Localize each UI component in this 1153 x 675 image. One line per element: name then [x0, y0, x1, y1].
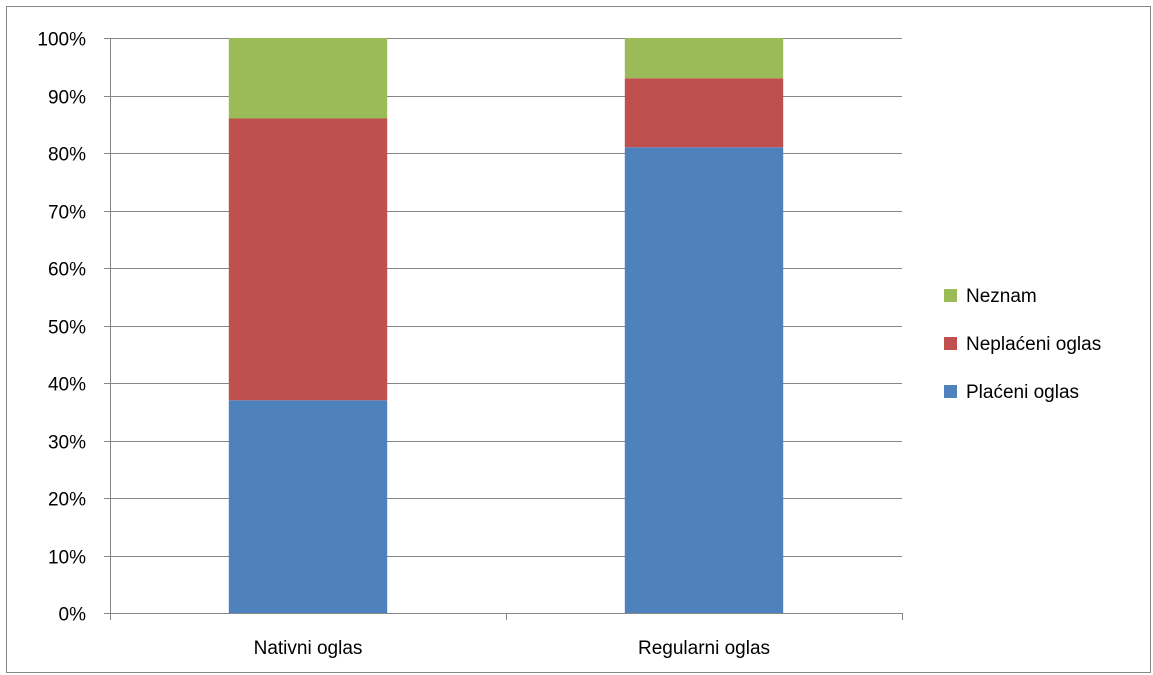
- y-tick-label: 80%: [48, 145, 86, 166]
- legend-label-placeni-oglas: Plaćeni oglas: [966, 382, 1079, 403]
- x-tick-label: Regularni oglas: [638, 638, 770, 659]
- bar-regularni-oglas-neznam: [624, 38, 784, 79]
- y-tick-label: 0%: [59, 605, 87, 626]
- legend-label-neznam: Neznam: [966, 286, 1037, 307]
- x-axis-tick-labels: Nativni oglas Regularni oglas: [254, 638, 770, 659]
- y-tick-label: 60%: [48, 260, 86, 281]
- y-tick-label: 50%: [48, 318, 86, 339]
- legend-swatch-neznam: [944, 289, 957, 302]
- y-tick-label: 40%: [48, 375, 86, 396]
- bars: [228, 38, 784, 613]
- bar-nativni-oglas-neznam: [228, 38, 388, 119]
- legend-swatch-placeni-oglas: [944, 385, 957, 398]
- y-tick-label: 90%: [48, 88, 86, 109]
- y-axis-tick-labels: 0% 10% 20% 30% 40% 50% 60% 70% 80% 90% 100%: [37, 30, 86, 626]
- y-tick-label: 30%: [48, 433, 86, 454]
- y-tick-label: 10%: [48, 548, 86, 569]
- y-tick-label: 20%: [48, 490, 86, 511]
- bar-regularni-oglas-placeni-oglas: [624, 147, 784, 613]
- legend-label-neplaceni-oglas: Neplaćeni oglas: [966, 334, 1101, 355]
- x-tick-label: Nativni oglas: [254, 638, 363, 659]
- bar-nativni-oglas-placeni-oglas: [228, 400, 388, 613]
- chart-frame: [6, 6, 1151, 673]
- bar-nativni-oglas-neplaceni-oglas: [228, 118, 388, 401]
- bar-regularni-oglas-neplaceni-oglas: [624, 78, 784, 148]
- legend-swatch-neplaceni-oglas: [944, 337, 957, 350]
- axes: [104, 38, 903, 620]
- y-tick-label: 70%: [48, 203, 86, 224]
- legend: Neznam Neplaćeni oglas Plaćeni oglas: [944, 286, 1101, 403]
- y-tick-label: 100%: [37, 30, 86, 51]
